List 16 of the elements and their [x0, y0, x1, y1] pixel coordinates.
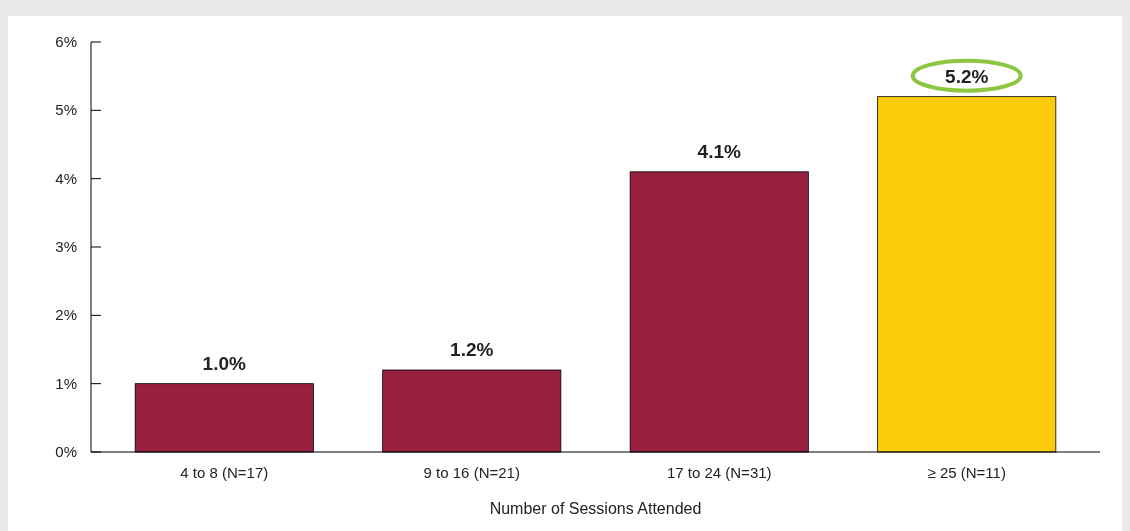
x-tick-label: 9 to 16 (N=21) [423, 464, 520, 481]
y-tick-label: 2% [55, 306, 77, 324]
data-label: 1.0% [202, 352, 247, 374]
data-label: 1.2% [450, 339, 494, 360]
x-axis-title: Number of Sessions Attended [489, 500, 702, 517]
y-tick-label: 5% [55, 101, 77, 119]
y-tick-label: 4% [55, 169, 77, 187]
x-tick-label: ≥ 25 (N=11) [927, 464, 1006, 481]
x-tick-label: 4 to 8 (N=17) [180, 464, 269, 481]
y-tick-label: 0% [55, 443, 77, 460]
data-label: 5.2% [945, 65, 989, 87]
y-tick-label: 1% [55, 374, 77, 392]
x-tick-label: 17 to 24 (N=31) [666, 464, 772, 481]
data-label: 4.1% [697, 140, 741, 162]
y-tick-label: 6% [55, 33, 77, 50]
y-tick-label: 3% [55, 238, 77, 255]
